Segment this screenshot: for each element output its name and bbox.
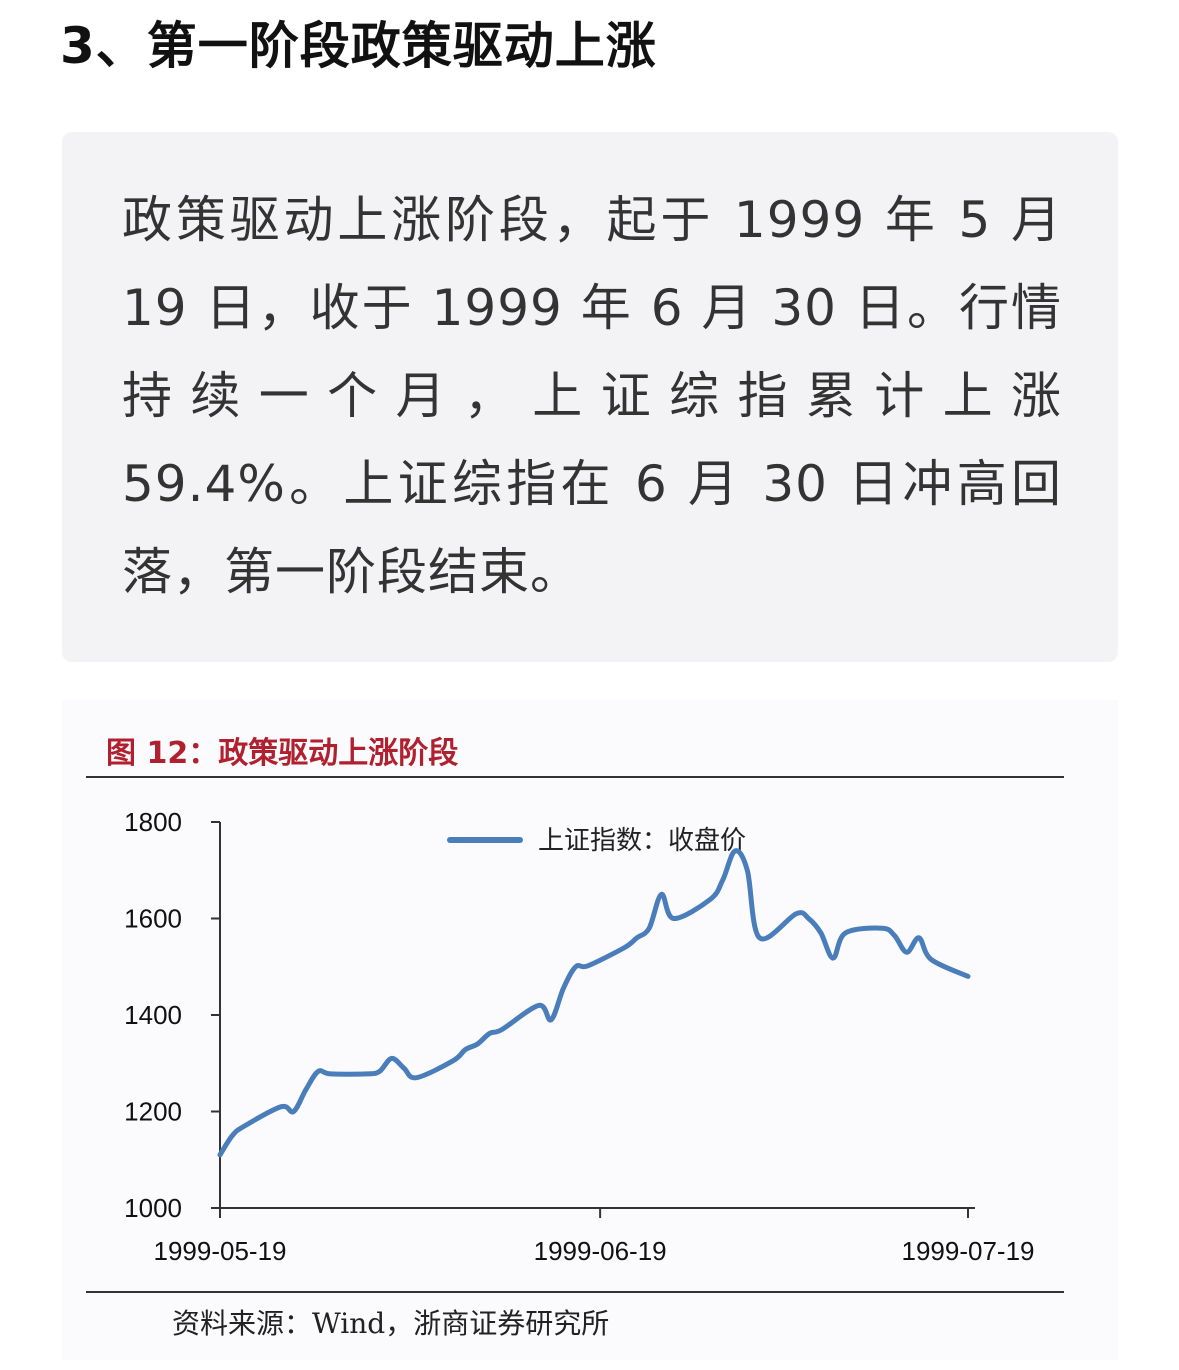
quote-box: 政策驱动上涨阶段，起于 1999 年 5 月 19 日，收于 1999 年 6 … <box>62 132 1118 662</box>
figure-panel <box>62 700 1118 1360</box>
x-tick-label: 1999-07-19 <box>902 1236 1035 1266</box>
x-tick-label: 1999-05-19 <box>154 1236 287 1266</box>
chart-axes: 1000 1200 1400 1600 1800 1999-05-19 1999-06-19… <box>124 807 1034 1266</box>
quote-text: 政策驱动上涨阶段，起于 1999 年 5 月 19 日，收于 1999 年 6 … <box>122 191 1062 601</box>
chart-legend: 上证指数：收盘价 <box>447 826 746 856</box>
section-heading: 3、第一阶段政策驱动上涨 <box>60 17 657 75</box>
figure-source: 资料来源：Wind，浙商证券研究所 <box>172 1307 610 1340</box>
chart-series <box>217 848 971 1158</box>
figure-top-rule <box>86 776 1064 778</box>
figure-bottom-rule <box>86 1291 1064 1293</box>
figure-title: 图 12：政策驱动上涨阶段 <box>106 736 459 771</box>
y-tick-label: 1000 <box>124 1193 182 1223</box>
x-tick-label: 1999-06-19 <box>534 1236 667 1266</box>
legend-label: 上证指数：收盘价 <box>538 826 746 856</box>
y-tick-label: 1600 <box>124 904 182 934</box>
y-tick-label: 1800 <box>124 807 182 837</box>
y-tick-label: 1400 <box>124 1000 182 1030</box>
series-line-shanghai-composite <box>217 848 971 1158</box>
y-tick-label: 1200 <box>124 1097 182 1127</box>
